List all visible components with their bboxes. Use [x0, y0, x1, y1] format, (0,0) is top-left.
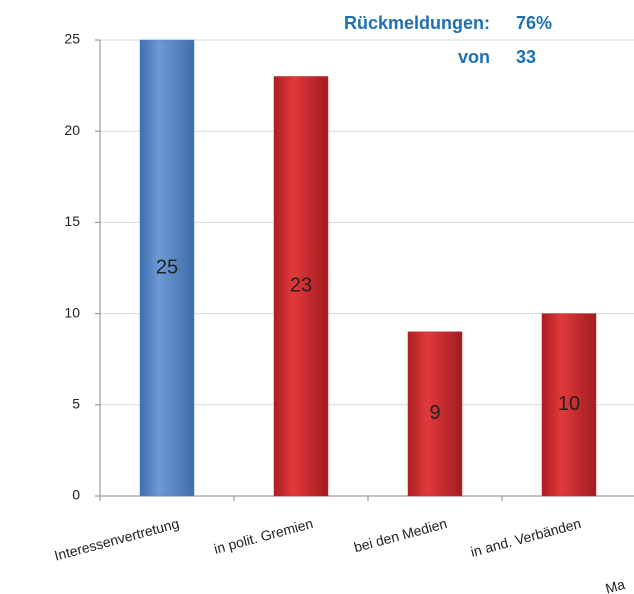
- x-tick-label: Ma: [604, 576, 627, 594]
- annotation: Rückmeldungen:: [344, 13, 490, 33]
- data-label: 10: [558, 393, 580, 415]
- data-label: 25: [156, 256, 178, 278]
- y-tick-label: 20: [64, 122, 80, 138]
- bar: [273, 76, 329, 497]
- x-tick-label: in and. Verbänden: [469, 515, 583, 560]
- annotation: 33: [516, 47, 536, 67]
- y-tick-label: 0: [72, 487, 80, 503]
- x-tick-label: in polit. Gremien: [212, 515, 315, 557]
- data-label: 9: [429, 402, 440, 424]
- bar: [139, 39, 195, 497]
- annotation: von: [458, 47, 490, 67]
- y-tick-label: 15: [64, 213, 80, 229]
- bar: [407, 331, 463, 497]
- data-label: 23: [290, 275, 312, 297]
- x-tick-label: bei den Medien: [352, 515, 449, 555]
- y-tick-label: 5: [72, 396, 80, 412]
- annotation: 76%: [516, 13, 552, 33]
- x-tick-label: Interessenvertretung: [53, 515, 181, 564]
- y-tick-label: 25: [64, 31, 80, 47]
- y-tick-label: 10: [64, 304, 80, 320]
- bar: [541, 313, 597, 497]
